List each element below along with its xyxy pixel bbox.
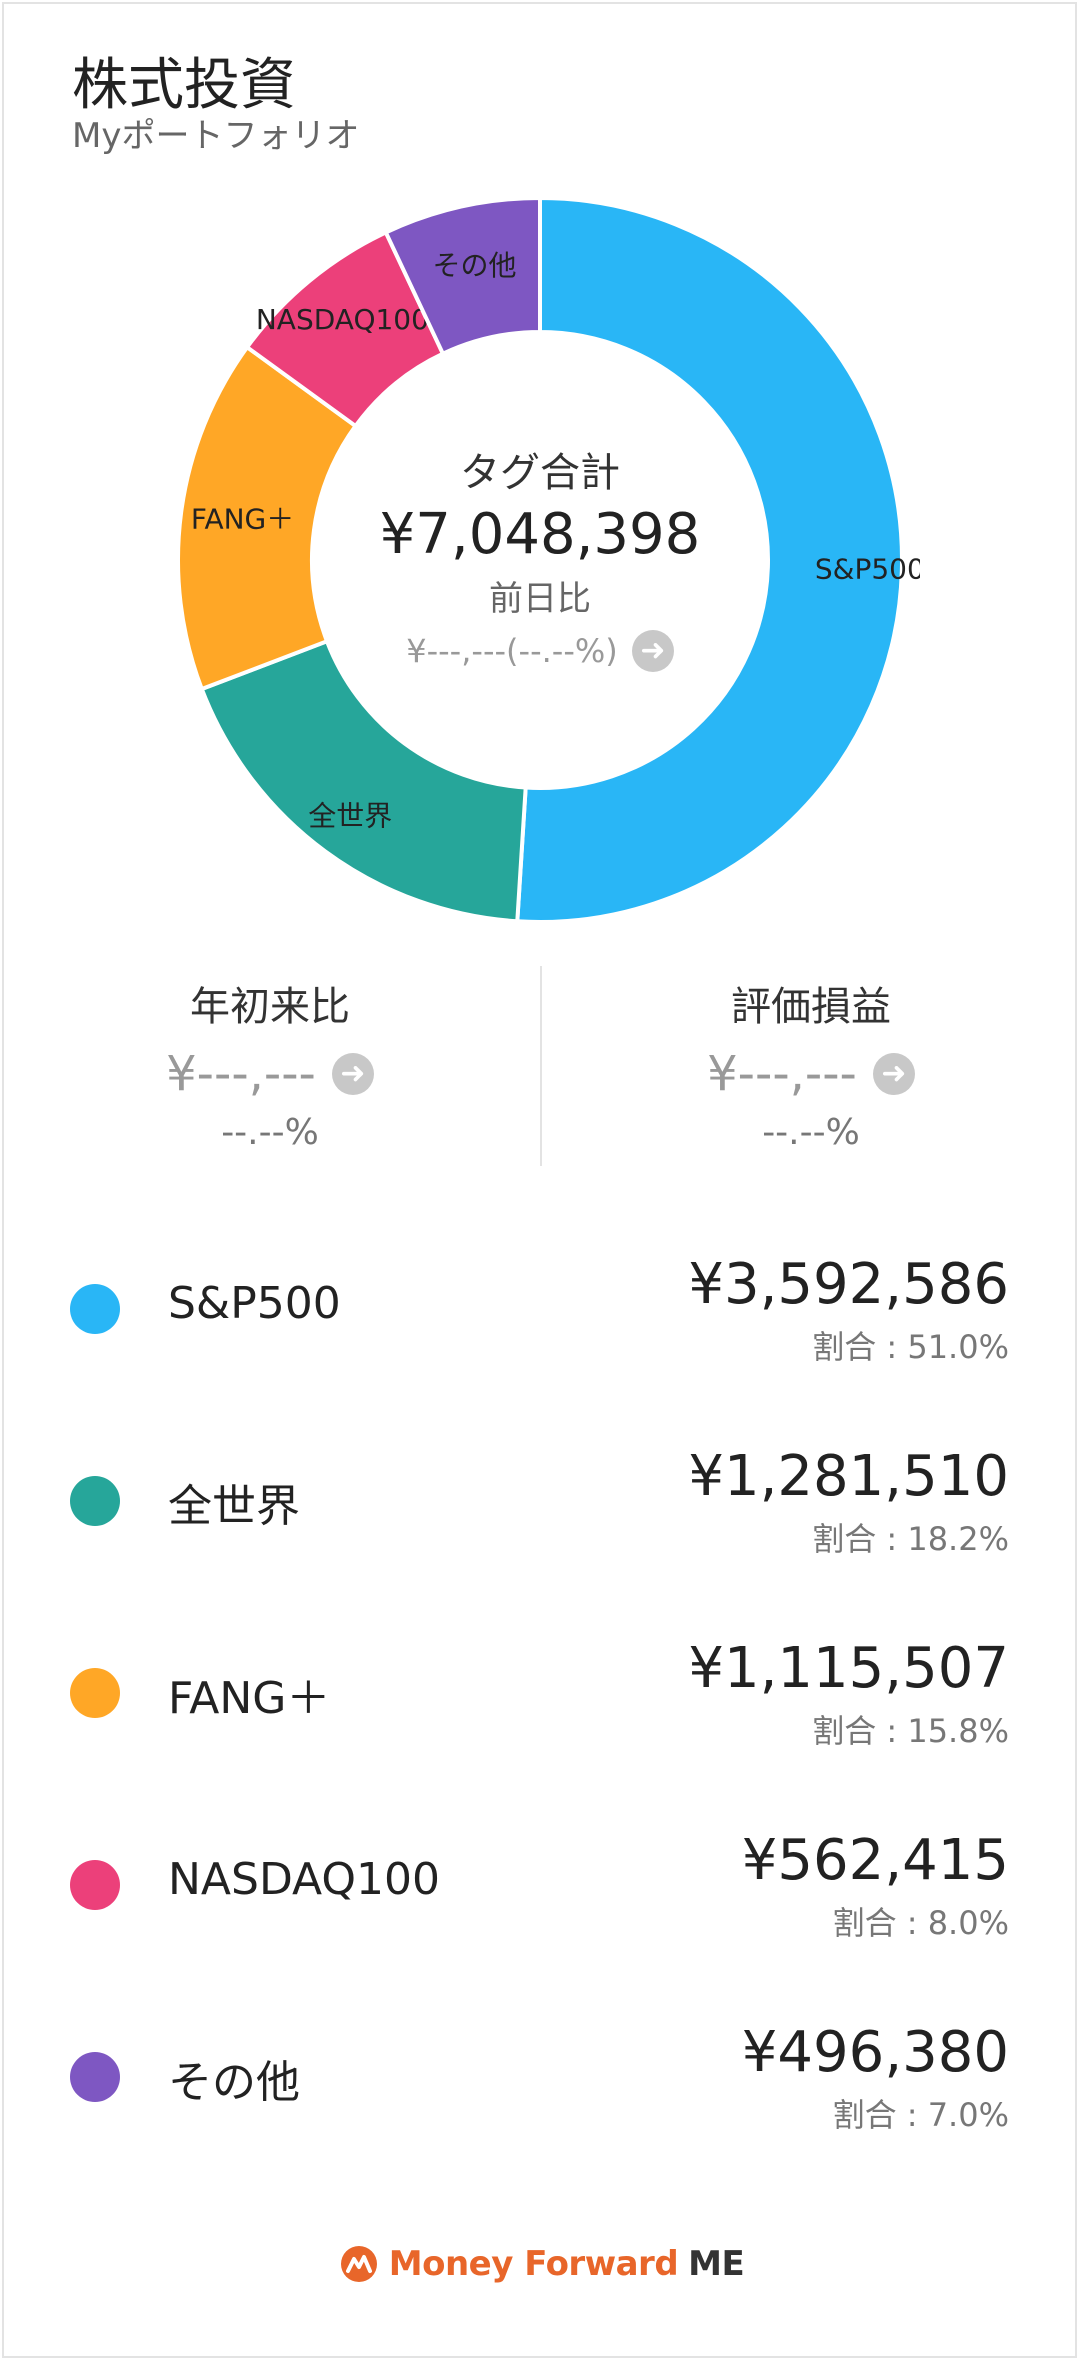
arrow-right-icon[interactable]: ➜ [331,1053,374,1095]
holding-share: 割合 : 15.8% [812,1712,1009,1750]
donut-center: タグ合計 ¥7,048,398 前日比 ¥---,---(--.--%) ➜ [340,440,740,672]
pl-stat: 評価損益 ¥---,--- ➜ --.--% [541,966,1081,1153]
page-subtitle: Myポートフォリオ [72,116,360,156]
page-title: 株式投資 [72,53,296,118]
stats-section: 年初来比 ¥---,--- ➜ --.--% 評価損益 ¥---,--- ➜ -… [0,966,1083,1166]
holding-value: ¥1,115,507 [688,1636,1009,1701]
holding-share: 割合 : 51.0% [812,1328,1009,1366]
list-item[interactable]: S&P500 ¥3,592,586 割合 : 51.0% [0,1236,1083,1386]
pl-value-row[interactable]: ¥---,--- ➜ [541,1046,1081,1102]
ytd-stat: 年初来比 ¥---,--- ➜ --.--% [0,966,540,1153]
pl-title: 評価損益 [731,984,891,1030]
day-change-label: 前日比 [489,579,591,619]
slice-label: NASDAQ100 [256,303,429,336]
legend-color-dot [70,1476,120,1526]
holding-name: FANG＋ [168,1673,331,1724]
ytd-value: ¥---,--- [166,1046,316,1102]
legend-color-dot [70,1668,120,1718]
holding-value: ¥562,415 [741,1828,1009,1893]
donut-slice[interactable] [515,195,904,924]
legend-color-dot [70,1284,120,1334]
legend-color-dot [70,1860,120,1910]
list-item[interactable]: 全世界 ¥1,281,510 割合 : 18.2% [0,1428,1083,1578]
ytd-pct: --.--% [221,1112,319,1153]
arrow-right-icon[interactable]: ➜ [631,630,674,672]
stats-divider [540,966,542,1166]
tag-total-label: タグ合計 [460,450,620,496]
holding-share: 割合 : 8.0% [832,1904,1009,1942]
day-change[interactable]: ¥---,---(--.--%) ➜ [340,630,740,672]
pl-pct: --.--% [762,1112,860,1153]
holding-name: S&P500 [168,1278,341,1329]
slice-label: S&P500 [815,552,920,585]
donut-slice[interactable] [199,638,528,924]
holding-name: NASDAQ100 [168,1854,440,1905]
holding-share: 割合 : 7.0% [832,2096,1009,2134]
pl-value: ¥---,--- [707,1046,857,1102]
holding-value: ¥3,592,586 [688,1252,1009,1317]
list-item[interactable]: その他 ¥496,380 割合 : 7.0% [0,2004,1083,2154]
arrow-right-icon[interactable]: ➜ [872,1053,915,1095]
holding-name: 全世界 [168,1481,300,1532]
donut-slice[interactable] [383,195,542,357]
day-change-value: ¥---,---(--.--%) [406,632,618,670]
tag-total-value: ¥7,048,398 [379,502,701,567]
list-item[interactable]: NASDAQ100 ¥562,415 割合 : 8.0% [0,1812,1083,1962]
slice-label: FANG＋ [191,503,294,536]
holding-name: その他 [168,2057,300,2108]
ytd-value-row[interactable]: ¥---,--- ➜ [0,1046,540,1102]
legend-color-dot [70,2052,120,2102]
donut-slice[interactable] [176,344,359,692]
brand-name: Money Forward ME [388,2244,745,2284]
holding-value: ¥496,380 [741,2020,1009,2085]
slice-label: 全世界 [308,800,392,833]
brand-name-text: Money Forward [388,2244,679,2284]
brand-footer: Money Forward ME [0,2244,1083,2284]
holding-value: ¥1,281,510 [688,1444,1009,1509]
ytd-title: 年初来比 [190,984,350,1030]
brand-suffix: ME [688,2244,745,2284]
money-forward-logo-icon [340,2246,377,2282]
list-item[interactable]: FANG＋ ¥1,115,507 割合 : 15.8% [0,1620,1083,1770]
slice-label: その他 [433,249,517,282]
holding-share: 割合 : 18.2% [812,1520,1009,1558]
